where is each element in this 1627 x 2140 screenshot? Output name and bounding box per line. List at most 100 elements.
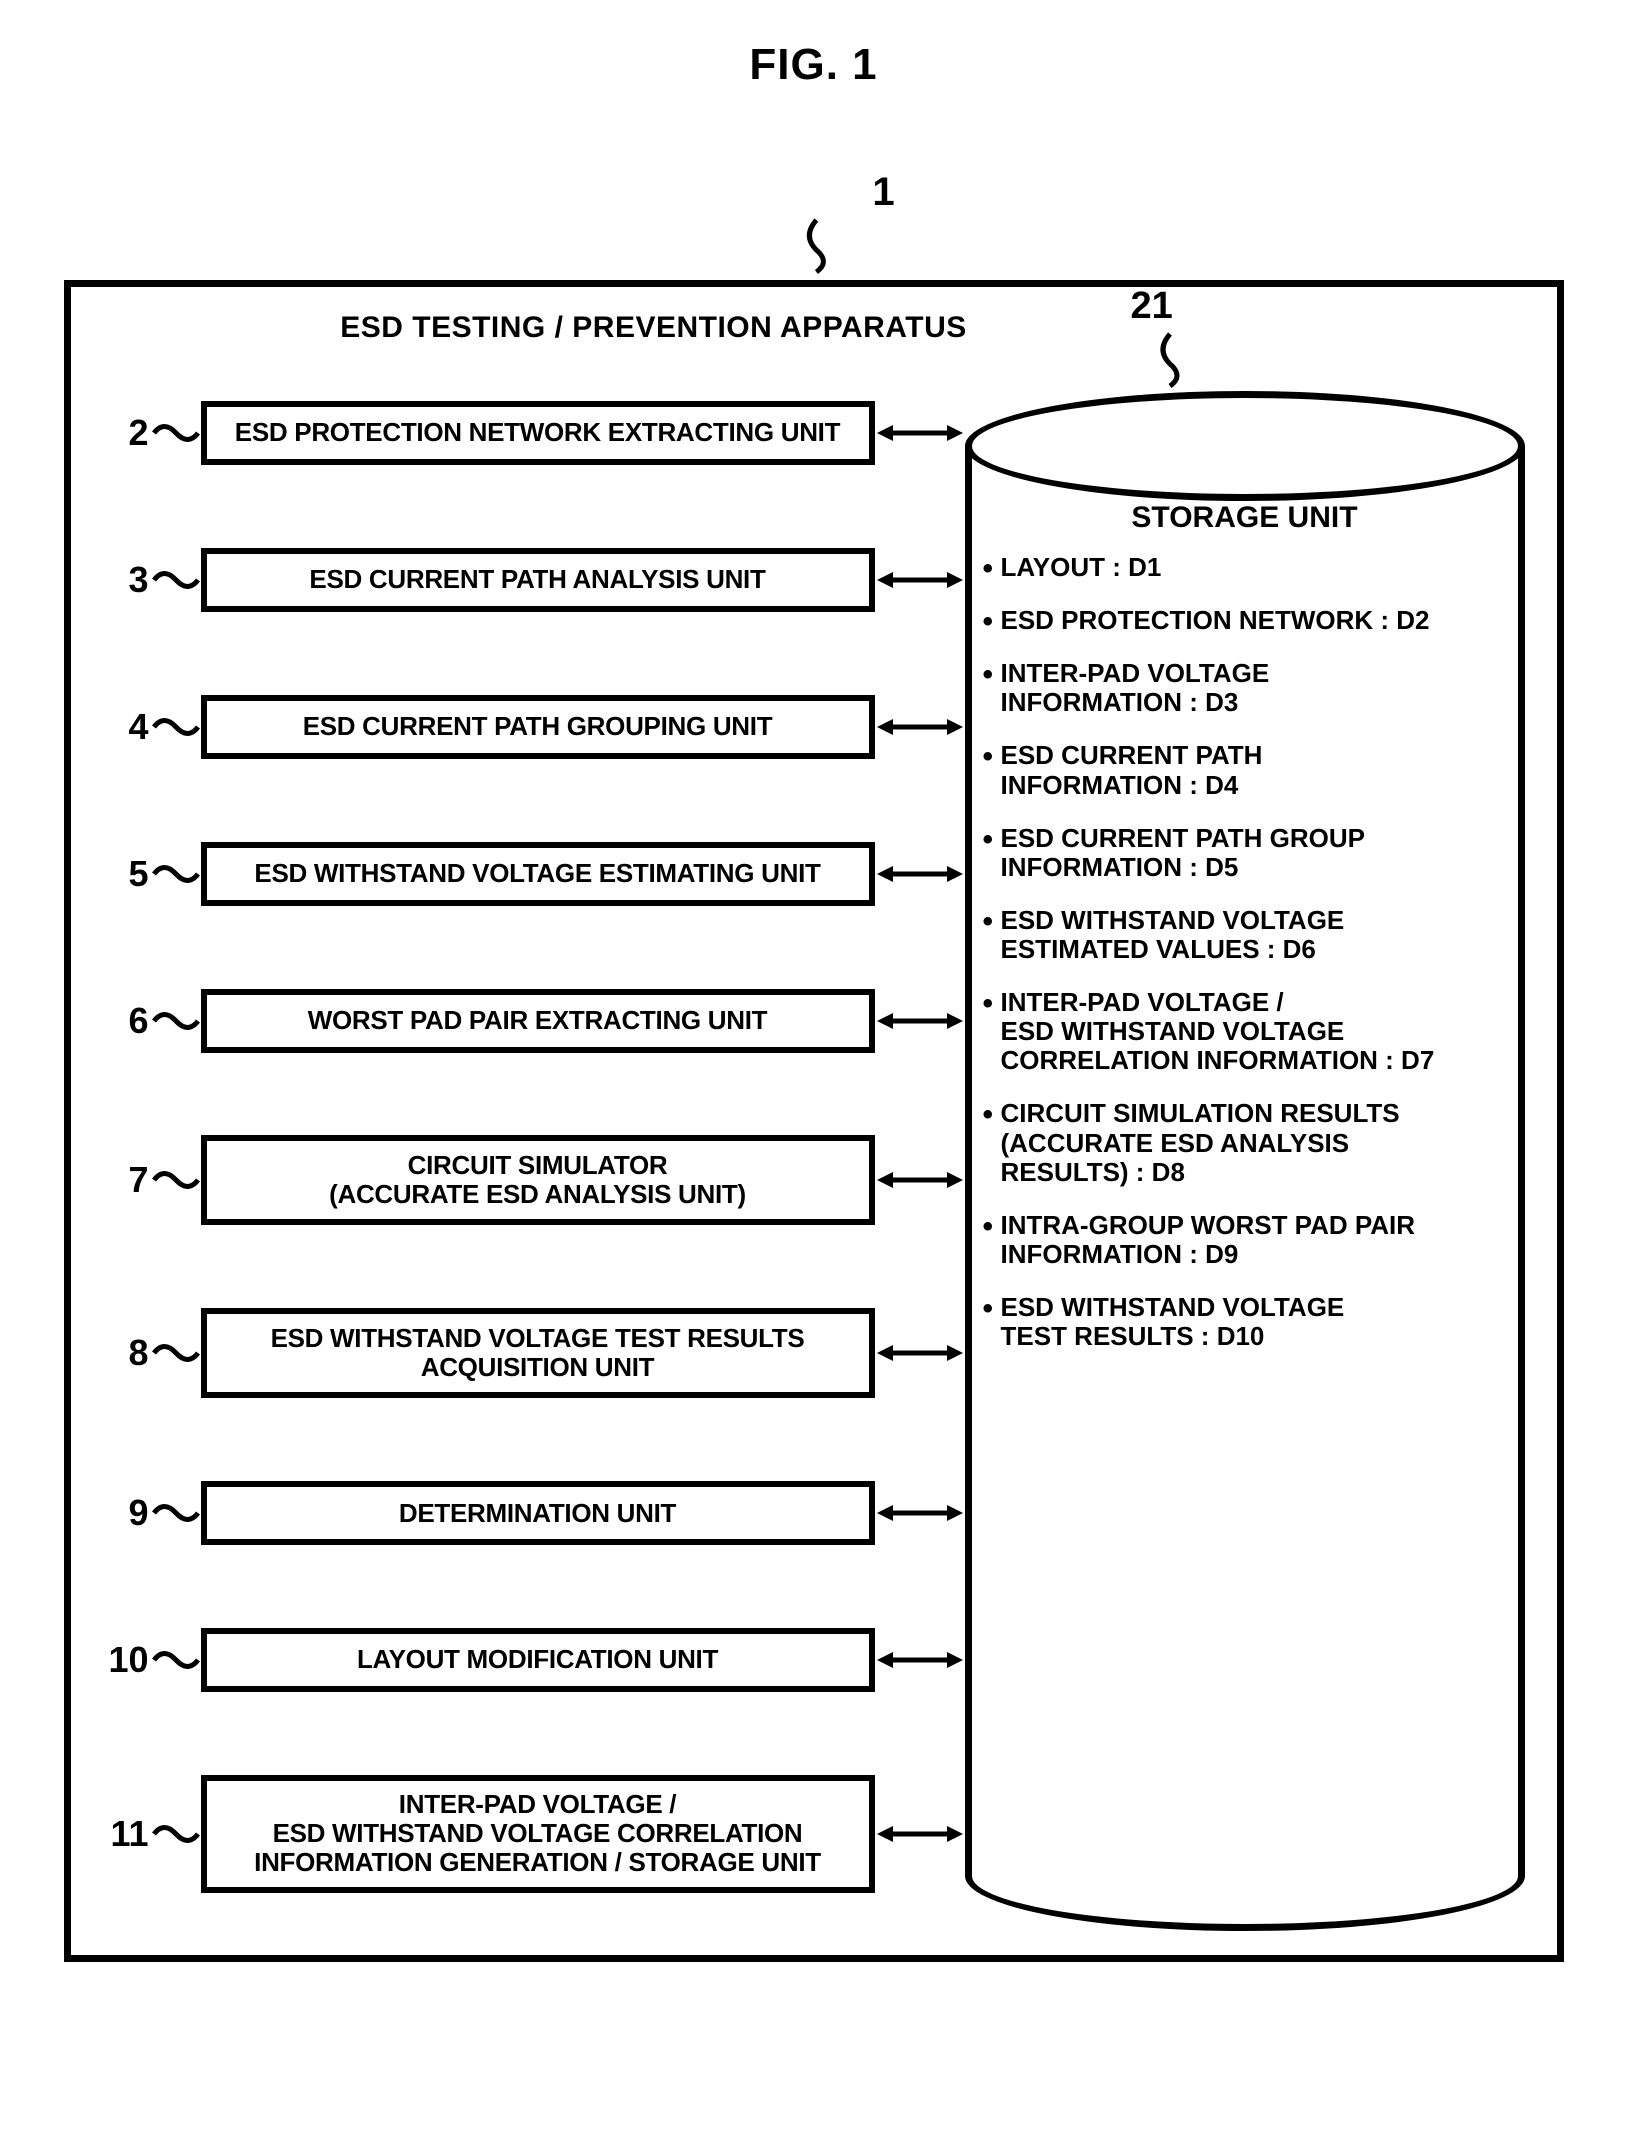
bullet-icon: • (983, 1211, 1001, 1269)
columns: 2 ESD PROTECTION NETWORK EXTRACTING UNIT 3… (95, 351, 1533, 1931)
apparatus-ref-number: 1 (872, 170, 894, 215)
cylinder-content: STORAGE UNIT •LAYOUT : D1•ESD PROTECTION… (983, 501, 1507, 1851)
unit-box: ESD WITHSTAND VOLTAGE TEST RESULTSACQUIS… (201, 1308, 875, 1398)
double-arrow-icon (877, 1648, 963, 1672)
storage-data-item: •ESD WITHSTAND VOLTAGETEST RESULTS : D10 (983, 1293, 1507, 1351)
double-arrow-icon (877, 421, 963, 445)
apparatus-box: ESD TESTING / PREVENTION APPARATUS 21 2 E… (64, 280, 1564, 1962)
leader-squiggle (152, 1165, 200, 1195)
apparatus-title: ESD TESTING / PREVENTION APPARATUS (95, 311, 1533, 345)
unit-box: LAYOUT MODIFICATION UNIT (201, 1628, 875, 1692)
storage-data-text: INTER-PAD VOLTAGE /ESD WITHSTAND VOLTAGE… (1001, 988, 1507, 1075)
arrow-slot (875, 1775, 965, 1893)
storage-data-list: •LAYOUT : D1•ESD PROTECTION NETWORK : D2… (983, 553, 1507, 1351)
leader-squiggle (152, 1338, 200, 1368)
unit-leader (151, 565, 201, 595)
arrow-slot (875, 989, 965, 1053)
apparatus-ref-callout: 1 (64, 170, 1564, 280)
storage-data-text: ESD CURRENT PATHINFORMATION : D4 (1001, 741, 1507, 799)
storage-data-item: •INTER-PAD VOLTAGE /ESD WITHSTAND VOLTAG… (983, 988, 1507, 1075)
unit-leader (151, 1338, 201, 1368)
unit-row: 4ESD CURRENT PATH GROUPING UNIT (95, 695, 875, 759)
bullet-icon: • (983, 741, 1001, 799)
storage-data-text: LAYOUT : D1 (1001, 553, 1507, 582)
storage-data-text: ESD CURRENT PATH GROUPINFORMATION : D5 (1001, 824, 1507, 882)
unit-box: ESD CURRENT PATH ANALYSIS UNIT (201, 548, 875, 612)
figure-title: FIG. 1 (40, 40, 1587, 90)
storage-data-text: INTER-PAD VOLTAGEINFORMATION : D3 (1001, 659, 1507, 717)
double-arrow-icon (877, 1168, 963, 1192)
bullet-icon: • (983, 1293, 1001, 1351)
bullet-icon: • (983, 659, 1001, 717)
leader-squiggle (152, 1006, 200, 1036)
leader-squiggle (152, 712, 200, 742)
storage-ref-number: 21 (1131, 285, 1173, 327)
double-arrow-icon (877, 1341, 963, 1365)
cylinder-top (965, 391, 1525, 501)
storage-data-item: •CIRCUIT SIMULATION RESULTS(ACCURATE ESD… (983, 1099, 1507, 1186)
unit-leader (151, 712, 201, 742)
storage-data-text: ESD PROTECTION NETWORK : D2 (1001, 606, 1507, 635)
arrows-column (875, 351, 965, 1931)
leader-squiggle (152, 418, 200, 448)
bullet-icon: • (983, 606, 1001, 635)
unit-row: 9DETERMINATION UNIT (95, 1481, 875, 1545)
arrow-slot (875, 548, 965, 612)
arrow-slot (875, 1628, 965, 1692)
unit-box: WORST PAD PAIR EXTRACTING UNIT (201, 989, 875, 1053)
bullet-icon: • (983, 1099, 1001, 1186)
bullet-icon: • (983, 988, 1001, 1075)
unit-row: 3 ESD CURRENT PATH ANALYSIS UNIT (95, 548, 875, 612)
storage-cylinder: STORAGE UNIT •LAYOUT : D1•ESD PROTECTION… (965, 391, 1525, 1931)
storage-data-item: •ESD WITHSTAND VOLTAGEESTIMATED VALUES :… (983, 906, 1507, 964)
storage-data-text: INTRA-GROUP WORST PAD PAIRINFORMATION : … (1001, 1211, 1507, 1269)
storage-data-item: •ESD PROTECTION NETWORK : D2 (983, 606, 1507, 635)
leader-squiggle (152, 565, 200, 595)
unit-box: ESD WITHSTAND VOLTAGE ESTIMATING UNIT (201, 842, 875, 906)
unit-ref-number: 5 (95, 853, 151, 895)
double-arrow-icon (877, 1501, 963, 1525)
unit-leader (151, 1165, 201, 1195)
unit-box: CIRCUIT SIMULATOR(ACCURATE ESD ANALYSIS … (201, 1135, 875, 1225)
storage-data-item: •ESD CURRENT PATHINFORMATION : D4 (983, 741, 1507, 799)
unit-ref-number: 2 (95, 412, 151, 454)
unit-row: 10 LAYOUT MODIFICATION UNIT (95, 1628, 875, 1692)
unit-ref-number: 3 (95, 559, 151, 601)
storage-data-text: ESD WITHSTAND VOLTAGETEST RESULTS : D10 (1001, 1293, 1507, 1351)
storage-title: STORAGE UNIT (983, 501, 1507, 535)
storage-column: STORAGE UNIT •LAYOUT : D1•ESD PROTECTION… (965, 351, 1533, 1931)
double-arrow-icon (877, 862, 963, 886)
arrow-slot (875, 695, 965, 759)
unit-box: ESD PROTECTION NETWORK EXTRACTING UNIT (201, 401, 875, 465)
storage-data-item: •INTRA-GROUP WORST PAD PAIRINFORMATION :… (983, 1211, 1507, 1269)
unit-ref-number: 6 (95, 1000, 151, 1042)
double-arrow-icon (877, 1822, 963, 1846)
arrow-slot (875, 401, 965, 465)
leader-squiggle (152, 1645, 200, 1675)
unit-ref-number: 10 (95, 1639, 151, 1681)
unit-row: 7CIRCUIT SIMULATOR(ACCURATE ESD ANALYSIS… (95, 1135, 875, 1225)
unit-row: 5 ESD WITHSTAND VOLTAGE ESTIMATING UNIT (95, 842, 875, 906)
double-arrow-icon (877, 1009, 963, 1033)
unit-box: DETERMINATION UNIT (201, 1481, 875, 1545)
unit-leader (151, 1819, 201, 1849)
leader-squiggle (152, 1819, 200, 1849)
bullet-icon: • (983, 824, 1001, 882)
leader-squiggle (152, 1498, 200, 1528)
unit-ref-number: 11 (95, 1813, 151, 1855)
unit-row: 11INTER-PAD VOLTAGE /ESD WITHSTAND VOLTA… (95, 1775, 875, 1893)
storage-data-text: ESD WITHSTAND VOLTAGEESTIMATED VALUES : … (1001, 906, 1507, 964)
unit-leader (151, 418, 201, 448)
arrow-slot (875, 842, 965, 906)
unit-leader (151, 1006, 201, 1036)
arrow-slot (875, 1308, 965, 1398)
unit-ref-number: 8 (95, 1332, 151, 1374)
diagram-wrapper: 1 ESD TESTING / PREVENTION APPARATUS 21 … (64, 170, 1564, 1962)
units-column: 2 ESD PROTECTION NETWORK EXTRACTING UNIT 3… (95, 351, 875, 1931)
storage-data-item: •INTER-PAD VOLTAGEINFORMATION : D3 (983, 659, 1507, 717)
unit-row: 6 WORST PAD PAIR EXTRACTING UNIT (95, 989, 875, 1053)
double-arrow-icon (877, 715, 963, 739)
storage-data-item: •LAYOUT : D1 (983, 553, 1507, 582)
bullet-icon: • (983, 553, 1001, 582)
bullet-icon: • (983, 906, 1001, 964)
